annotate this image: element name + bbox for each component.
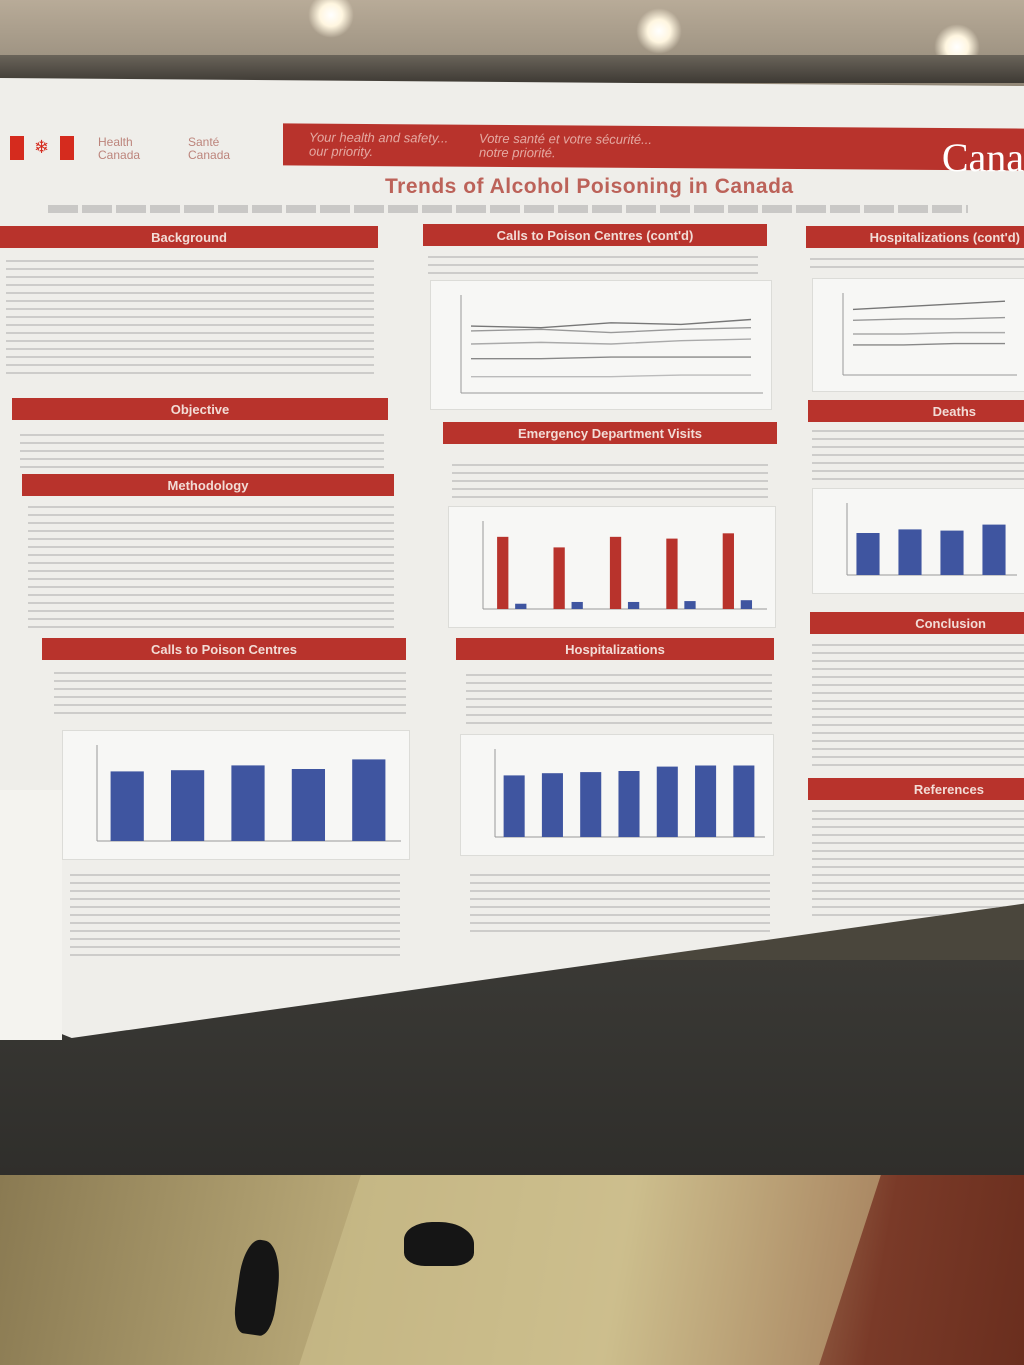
series-line bbox=[853, 331, 1005, 335]
bar bbox=[291, 769, 326, 841]
section-header-objective: Objective bbox=[12, 398, 388, 420]
section-header-conclusion: Conclusion bbox=[810, 612, 1024, 634]
chart-hosp-line-box bbox=[812, 278, 1024, 392]
bar bbox=[898, 529, 922, 575]
series-line bbox=[470, 338, 752, 345]
bar bbox=[571, 601, 583, 609]
dept-name-en: Health Canada bbox=[98, 135, 141, 162]
chart-hosp-line bbox=[842, 293, 1017, 376]
dept-name-fr: Santé Canada bbox=[188, 135, 231, 162]
chart-deaths-box bbox=[812, 488, 1024, 594]
bar bbox=[940, 530, 964, 575]
bar bbox=[609, 536, 622, 609]
bar bbox=[110, 771, 144, 841]
canada-flag-icon: ❄ bbox=[10, 136, 74, 160]
deaths-text bbox=[812, 430, 1024, 482]
background-text bbox=[6, 260, 374, 380]
ceiling-light-2 bbox=[636, 8, 682, 54]
bar bbox=[695, 765, 717, 837]
objective-text bbox=[20, 434, 384, 470]
bar bbox=[503, 775, 525, 837]
series-line bbox=[470, 326, 752, 334]
canada-wordmark: Cana bbox=[941, 135, 1024, 180]
series-line bbox=[471, 356, 751, 360]
section-header-references: References bbox=[808, 778, 1024, 800]
bar bbox=[627, 601, 640, 609]
chart-calls-box bbox=[62, 730, 410, 860]
section-header-hospitalizations-cont: Hospitalizations (cont'd) bbox=[806, 226, 1024, 248]
research-poster: ❄ Health Canada Santé Canada Your health… bbox=[0, 78, 1024, 1038]
bar bbox=[541, 773, 563, 837]
conclusion-text bbox=[812, 644, 1024, 768]
series-line bbox=[470, 318, 752, 329]
hosp-cont-text bbox=[810, 258, 1024, 274]
poster-frame-top bbox=[0, 55, 1024, 83]
chart-deaths bbox=[846, 503, 1017, 576]
references-text bbox=[812, 810, 1024, 920]
calls-notes-text bbox=[70, 874, 400, 962]
section-header-background: Background bbox=[0, 226, 378, 248]
floor-stripe bbox=[299, 1175, 881, 1365]
chart-calls bbox=[96, 745, 401, 842]
tagline-en: Your health and safety... our priority. bbox=[309, 129, 449, 160]
bar bbox=[618, 771, 640, 837]
bar bbox=[722, 533, 734, 609]
chart-calls-line bbox=[460, 295, 763, 394]
section-header-ed-visits: Emergency Department Visits bbox=[443, 422, 777, 444]
methodology-text bbox=[28, 506, 394, 632]
series-line bbox=[853, 342, 1005, 346]
bar bbox=[352, 759, 386, 841]
chart-hospitalizations-box bbox=[460, 734, 774, 856]
bar bbox=[231, 765, 265, 841]
author-line bbox=[48, 205, 968, 213]
chart-hospitalizations bbox=[494, 749, 765, 838]
chart-ed-box bbox=[448, 506, 776, 628]
ceiling-light-1 bbox=[308, 0, 354, 38]
bar bbox=[733, 765, 755, 837]
series-line bbox=[852, 316, 1006, 322]
bar bbox=[982, 524, 1006, 575]
bar bbox=[497, 536, 509, 609]
bar bbox=[553, 547, 565, 609]
calls-cont-text bbox=[428, 256, 758, 276]
hospitalizations-text bbox=[466, 674, 772, 724]
ed-text bbox=[452, 464, 768, 498]
chart-ed-visits bbox=[482, 521, 767, 610]
adjacent-poster-edge bbox=[0, 790, 62, 1040]
tagline-fr: Votre santé et votre sécurité... notre p… bbox=[479, 130, 652, 161]
hospitalizations-notes-text bbox=[470, 874, 770, 932]
series-line bbox=[471, 374, 751, 378]
bar bbox=[856, 533, 880, 575]
bar bbox=[656, 766, 678, 837]
section-header-methodology: Methodology bbox=[22, 474, 394, 496]
shoe-right bbox=[404, 1222, 474, 1266]
calls-text bbox=[54, 672, 406, 714]
section-header-calls-cont: Calls to Poison Centres (cont'd) bbox=[423, 224, 767, 246]
bar bbox=[666, 538, 678, 609]
section-header-hospitalizations: Hospitalizations bbox=[456, 638, 774, 660]
bar bbox=[580, 772, 602, 837]
section-header-calls: Calls to Poison Centres bbox=[42, 638, 406, 660]
bar bbox=[515, 603, 527, 609]
poster-title: Trends of Alcohol Poisoning in Canada bbox=[385, 175, 794, 198]
bar bbox=[170, 770, 205, 841]
series-line bbox=[852, 300, 1006, 311]
chart-calls-line-box bbox=[430, 280, 772, 410]
header-banner: Your health and safety... our priority. … bbox=[283, 123, 1024, 171]
section-header-deaths: Deaths bbox=[808, 400, 1024, 422]
bar bbox=[740, 600, 753, 609]
bar bbox=[684, 601, 696, 609]
